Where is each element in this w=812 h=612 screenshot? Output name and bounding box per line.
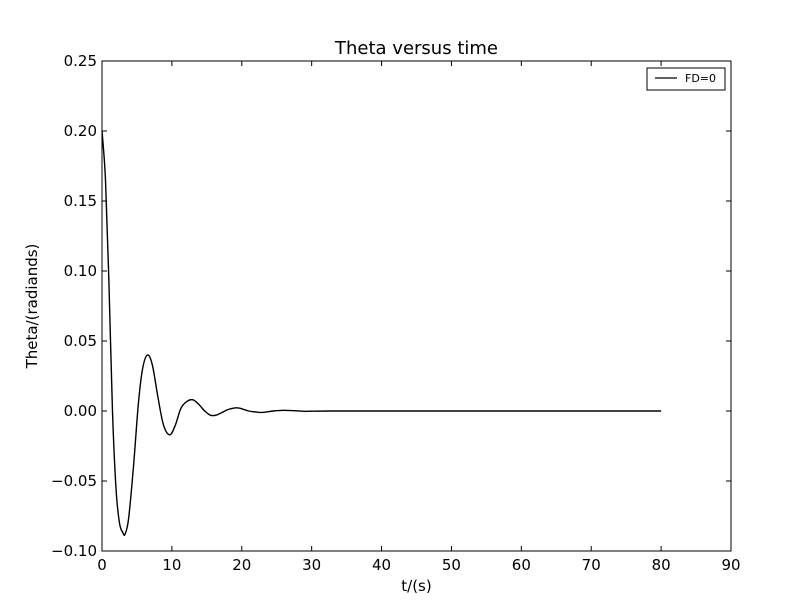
y-tick-label: 0.15 xyxy=(64,192,97,210)
x-axis-label: t/(s) xyxy=(401,577,431,595)
y-axis-label: Theta/(radiands) xyxy=(23,244,41,370)
x-tick-label: 20 xyxy=(232,556,251,574)
ticks-layer: 0 10 20 30 40 50 60 70 80 90 −0.10 −0.05 0.00 0.05 0.1… xyxy=(51,52,741,574)
y-tick-label: −0.05 xyxy=(51,472,97,490)
x-tick-label: 60 xyxy=(512,556,531,574)
y-tick-label: 0.10 xyxy=(64,262,97,280)
x-tick-label: 30 xyxy=(302,556,321,574)
y-tick-label: −0.10 xyxy=(51,542,97,560)
legend-label-fd0: FD=0 xyxy=(685,72,716,85)
y-tick-label: 0.25 xyxy=(64,52,97,70)
chart-title: Theta versus time xyxy=(334,38,498,59)
plot-layer xyxy=(101,130,662,536)
y-tick-label: 0.00 xyxy=(64,402,97,420)
legend: FD=0 xyxy=(646,67,726,91)
y-tick-label: 0.05 xyxy=(64,332,97,350)
x-tick-label: 50 xyxy=(442,556,461,574)
x-tick-label: 40 xyxy=(372,556,391,574)
x-tick-label: 0 xyxy=(97,556,107,574)
x-tick-label: 90 xyxy=(721,556,740,574)
y-tick-label: 0.20 xyxy=(64,122,97,140)
x-tick-label: 70 xyxy=(582,556,601,574)
x-tick-label: 80 xyxy=(652,556,671,574)
x-tick-label: 10 xyxy=(162,556,181,574)
plot-frame xyxy=(101,60,732,552)
legend-box xyxy=(646,67,726,91)
series-line-fd-0 xyxy=(101,130,662,536)
